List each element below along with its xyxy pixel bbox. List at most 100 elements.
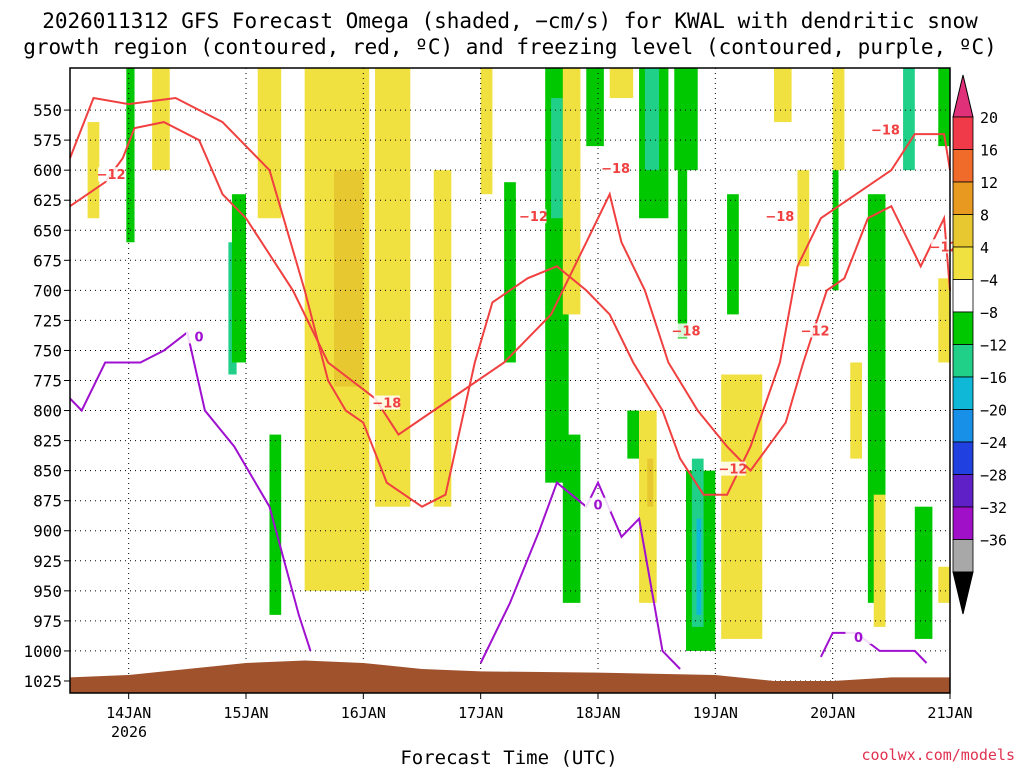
y-tick-label: 750 xyxy=(33,341,62,360)
omega-shade-cell xyxy=(696,518,702,615)
x-tick-label: 20JAN xyxy=(810,704,855,722)
colorbar-tick-label: −4 xyxy=(980,272,998,290)
colorbar-tick-label: 4 xyxy=(980,239,989,257)
x-axis-label: Forecast Time (UTC) xyxy=(400,747,617,768)
colorbar-tick-label: −28 xyxy=(980,467,1007,485)
contour-label-minus12: −12 xyxy=(519,210,548,225)
y-tick-label: 825 xyxy=(33,432,62,451)
colorbar-swatch xyxy=(952,539,974,573)
omega-shade-cell xyxy=(647,458,654,507)
colorbar-swatch xyxy=(952,246,974,280)
dgz-contour-minus12 xyxy=(69,121,951,473)
y-tick-label: 900 xyxy=(33,522,62,541)
omega-shade-cell xyxy=(504,182,516,363)
omega-shade-cell xyxy=(87,122,100,219)
chart-title-line2: growth region (contoured, red, ºC) and f… xyxy=(23,35,997,59)
omega-shade-cell xyxy=(480,68,493,195)
contour-label-minus18-bg xyxy=(373,395,400,410)
contour-label-minus18-bg xyxy=(872,122,899,137)
colorbar-bottom-arrow xyxy=(952,571,974,615)
omega-shade-cell xyxy=(938,566,950,603)
contour-label-minus18: −18 xyxy=(372,397,401,412)
contour-label-freezing-bg xyxy=(186,329,213,344)
contour-layer: −12 −12 −12 −12 −12 −18 −18 −18 −18 −18 0 0 0 xyxy=(69,96,959,670)
colorbar-tick-label: 16 xyxy=(980,142,998,160)
y-tick-label: 550 xyxy=(33,101,62,120)
colorbar-swatch xyxy=(952,279,974,313)
y-tick-label: 650 xyxy=(33,221,62,240)
y-tick-label: 950 xyxy=(33,582,62,601)
omega-shade-cell xyxy=(873,494,886,627)
contour-label-minus18: −18 xyxy=(765,210,794,225)
omega-shade-cell xyxy=(562,68,581,315)
credit-text: coolwx.com/models xyxy=(861,746,1015,764)
colorbar: 20 16 12 8 4 −4 −8 −12 −16 −20 −24 −28 −32 −36 xyxy=(952,74,1007,615)
omega-shade-cell xyxy=(375,68,411,507)
colorbar-swatch xyxy=(952,506,974,540)
omega-shade-cell xyxy=(832,68,845,171)
contour-label-minus12-bg xyxy=(520,209,547,224)
y-tick-label: 1000 xyxy=(23,642,62,661)
plot-area: −12 −12 −12 −12 −12 −18 −18 −18 −18 −18 0 0 0 xyxy=(69,67,959,694)
colorbar-swatch xyxy=(952,474,974,508)
chart-title-line1: 2026011312 GFS Forecast Omega (shaded, −… xyxy=(42,9,978,33)
terrain-fill xyxy=(70,660,950,693)
contour-label-minus18-bg xyxy=(766,209,793,224)
colorbar-swatch xyxy=(952,214,974,248)
omega-shade-cell xyxy=(334,170,364,387)
x-tick-label: 14JAN xyxy=(106,704,151,722)
colorbar-swatch xyxy=(952,311,974,345)
contour-label-minus12-bg xyxy=(802,323,829,338)
y-tick-label: 600 xyxy=(33,161,62,180)
y-tick-label: 675 xyxy=(33,251,62,270)
x-year-label: 2026 xyxy=(111,723,147,741)
omega-shade-cell xyxy=(903,68,915,171)
colorbar-tick-label: 8 xyxy=(980,207,989,225)
omega-shade-cell xyxy=(774,68,792,123)
colorbar-swatch xyxy=(952,181,974,215)
y-tick-label: 725 xyxy=(33,311,62,330)
omega-shade-cell xyxy=(152,68,170,171)
colorbar-tick-label: 20 xyxy=(980,109,998,127)
omega-shade-cell xyxy=(721,374,763,639)
omega-shade-cell xyxy=(850,362,862,459)
omega-shade-cell xyxy=(677,170,688,339)
y-tick-label: 775 xyxy=(33,372,62,391)
contour-label-minus12: −12 xyxy=(930,240,959,255)
omega-shade-cell xyxy=(627,410,640,459)
omega-shade-cell xyxy=(674,68,698,171)
contour-label-minus18-bg xyxy=(602,161,629,176)
omega-shade-cell xyxy=(586,68,604,147)
omega-shade-cell xyxy=(562,434,581,603)
contour-label-minus12: −12 xyxy=(718,463,747,478)
x-tick-label: 19JAN xyxy=(693,704,738,722)
colorbar-swatch xyxy=(952,376,974,410)
colorbar-swatch xyxy=(952,441,974,475)
contour-label-freezing: 0 xyxy=(593,499,602,514)
x-tick-label: 18JAN xyxy=(575,704,620,722)
contour-label-minus18: −18 xyxy=(672,324,701,339)
y-tick-label: 800 xyxy=(33,402,62,421)
x-axis-time: 14JAN 15JAN 16JAN 17JAN 18JAN 19JAN 20JAN 21JAN xyxy=(106,693,973,722)
y-tick-label: 1025 xyxy=(23,672,62,691)
colorbar-swatch xyxy=(952,149,974,183)
omega-shade-cell xyxy=(797,170,810,267)
omega-shade-cell xyxy=(433,170,452,507)
colorbar-swatch xyxy=(952,116,974,150)
colorbar-tick-label: −36 xyxy=(980,532,1007,550)
x-tick-label: 15JAN xyxy=(223,704,268,722)
colorbar-swatch xyxy=(952,344,974,378)
omega-shade-cell xyxy=(126,68,135,243)
x-tick-label: 16JAN xyxy=(341,704,386,722)
y-tick-label: 575 xyxy=(33,131,62,150)
freezing-level-contour xyxy=(479,480,681,670)
contour-label-minus12-bg xyxy=(98,167,125,182)
y-axis-pressure: 550 575 600 625 650 675 700 725 750 775 800 825 850 8… xyxy=(23,101,70,691)
x-tick-label: 17JAN xyxy=(458,704,503,722)
omega-shade-cell xyxy=(551,98,563,219)
colorbar-tick-label: −24 xyxy=(980,434,1007,452)
omega-shade-cell xyxy=(938,278,950,363)
y-tick-label: 625 xyxy=(33,191,62,210)
contour-label-minus18: −18 xyxy=(871,124,900,139)
colorbar-tick-label: −32 xyxy=(980,499,1007,517)
